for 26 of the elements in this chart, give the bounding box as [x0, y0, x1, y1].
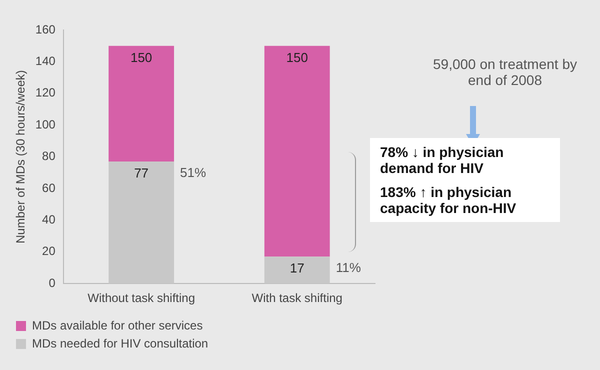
y-tick-label: 80: [42, 149, 56, 164]
bar: [108, 162, 174, 284]
y-tick-label: 60: [42, 180, 56, 195]
y-tick-label: 20: [42, 244, 56, 258]
y-axis-title: Number of MDs (30 hours/week): [14, 70, 28, 244]
y-tick-label: 120: [35, 86, 56, 100]
y-tick-label: 160: [35, 22, 56, 36]
data-label: 77: [134, 166, 149, 181]
y-tick-label: 0: [48, 276, 56, 290]
bar: [264, 46, 330, 257]
bar: [264, 256, 330, 284]
y-tick-label: 40: [42, 212, 56, 227]
legend-label: MDs available for other services: [32, 318, 203, 332]
y-tick-label: 140: [35, 54, 56, 68]
annotation: 11%: [336, 260, 362, 276]
y-tick-label: 100: [35, 117, 56, 132]
data-label: 17: [290, 260, 304, 276]
text-box: 78% ↓ in physician demand for HIV 183% ↑ in physician capacity for non-HIV: [370, 138, 560, 222]
bar: [108, 46, 174, 162]
total-label: 150: [286, 50, 308, 65]
x-tick-label: Without task shifting: [88, 291, 196, 306]
annotation: 51%: [180, 165, 206, 180]
total-label: 150: [130, 50, 152, 65]
text: 59,000 on treatment by end of 2008: [432, 56, 578, 88]
x-tick-label: With task shifting: [252, 291, 342, 306]
legend-label: MDs needed for HIV consultation: [32, 336, 208, 350]
